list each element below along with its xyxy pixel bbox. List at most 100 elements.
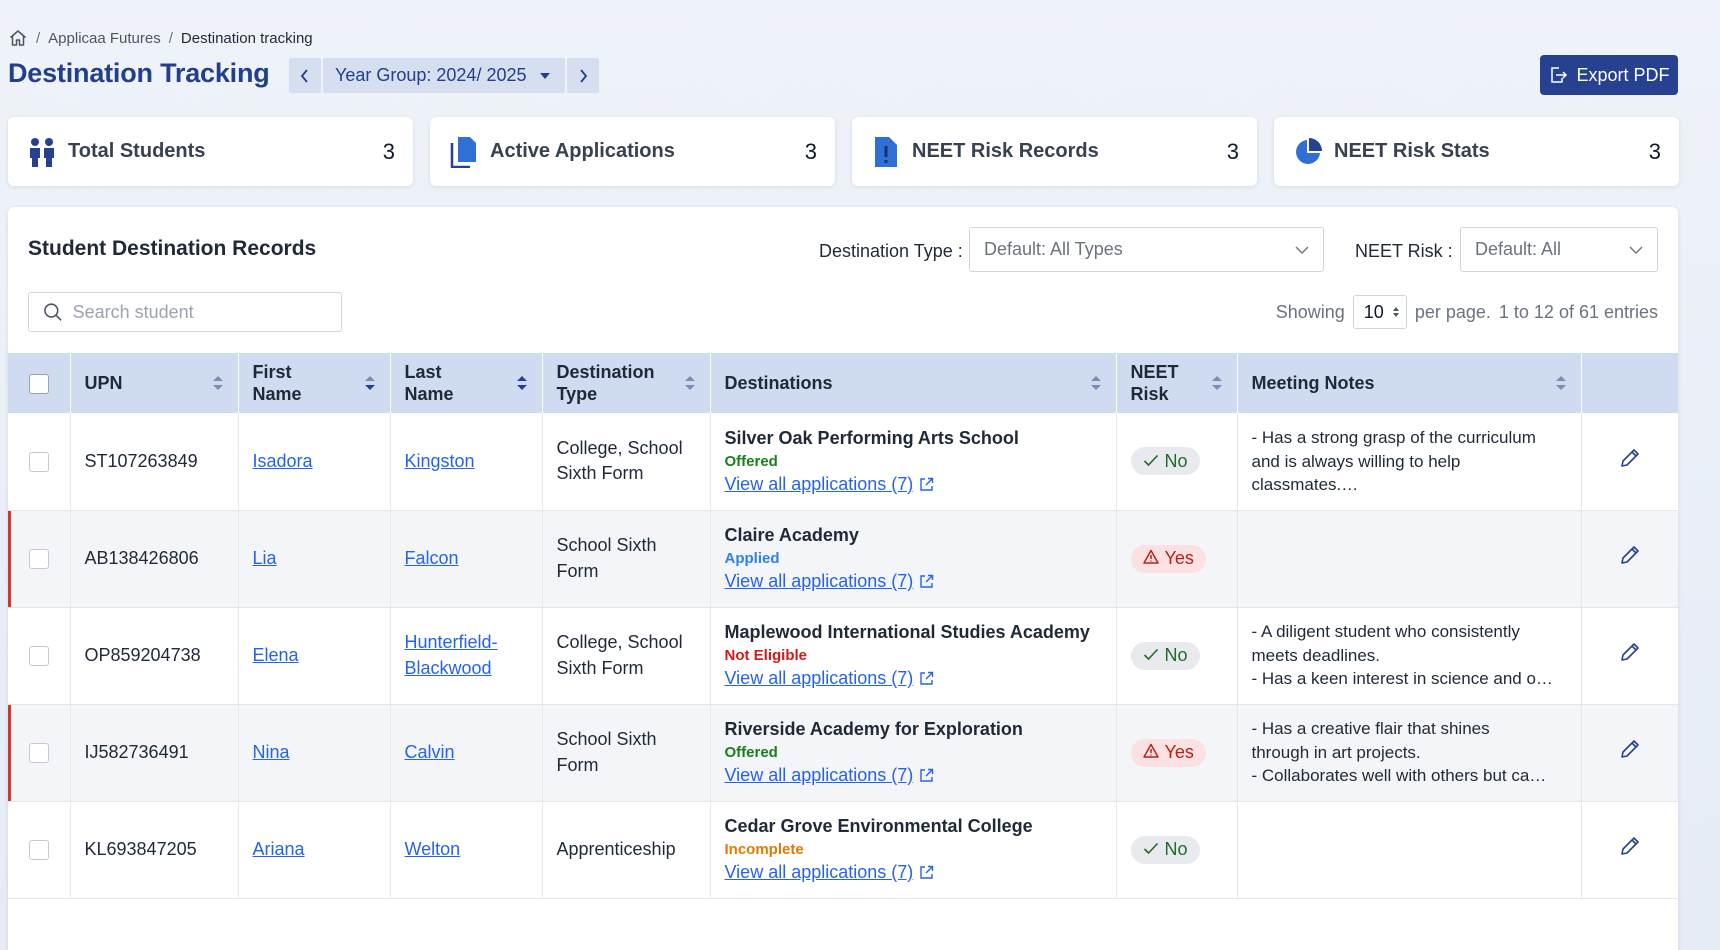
neet-risk-value: Yes — [1164, 741, 1194, 762]
stat-card-active-applications: Active Applications 3 — [430, 117, 835, 186]
destinations-cell: Claire Academy Applied View all applicat… — [710, 510, 1117, 608]
neet-risk-cell: No — [1116, 801, 1238, 899]
row-checkbox[interactable] — [28, 840, 49, 861]
meeting-notes-cell — [1237, 510, 1582, 608]
neet-risk-badge: No — [1130, 641, 1200, 670]
stat-value: 3 — [1226, 138, 1239, 164]
column-header-first-name[interactable]: First Name — [238, 353, 391, 413]
column-header-meeting-notes[interactable]: Meeting Notes — [1237, 353, 1582, 413]
pie-chart-icon — [1292, 136, 1324, 168]
view-all-applications-link[interactable]: View all applications (7) — [725, 472, 935, 497]
first-name-cell: Lia — [238, 510, 391, 608]
external-link-icon — [920, 865, 934, 879]
last-name-link[interactable]: Falcon — [404, 547, 459, 568]
search-icon — [44, 303, 62, 321]
last-name-link[interactable]: Hunterfield-Blackwood — [404, 632, 498, 678]
home-icon[interactable] — [8, 28, 28, 48]
year-group-label: Year Group: 2024/ 2025 — [335, 65, 527, 85]
edit-pencil-icon[interactable] — [1619, 738, 1641, 760]
first-name-cell: Nina — [238, 704, 391, 802]
meeting-note-line: classmates.… — [1251, 474, 1359, 494]
export-pdf-button[interactable]: Export PDF — [1540, 55, 1678, 95]
first-name-link[interactable]: Elena — [252, 644, 299, 665]
view-all-applications-label: View all applications (7) — [724, 668, 914, 688]
column-header-destination-type[interactable]: Destination Type — [542, 353, 711, 413]
upn-cell: KL693847205 — [70, 801, 239, 899]
neet-risk-filter-label: NEET Risk : — [1355, 241, 1453, 261]
application-status: Offered — [724, 744, 778, 761]
destination-type-cell: School Sixth Form — [542, 704, 711, 802]
row-select-cell — [8, 510, 71, 608]
edit-pencil-icon[interactable] — [1619, 835, 1641, 857]
application-status: Not Eligible — [724, 647, 808, 664]
column-header-neet-risk[interactable]: NEET Risk — [1116, 353, 1238, 413]
stat-card-neet-risk-stats: NEET Risk Stats 3 — [1274, 117, 1679, 186]
column-header-upn[interactable]: UPN — [70, 353, 239, 413]
stat-value: 3 — [1648, 138, 1661, 164]
last-name-cell: Falcon — [390, 510, 543, 608]
view-all-applications-link[interactable]: View all applications (7) — [725, 860, 935, 885]
row-checkbox[interactable] — [28, 743, 49, 764]
destinations-cell: Cedar Grove Environmental College Incomp… — [710, 801, 1117, 899]
neet-risk-filter[interactable]: Default: All — [1460, 227, 1658, 272]
breadcrumb-link-applicaa-futures[interactable]: Applicaa Futures — [48, 29, 161, 47]
row-checkbox[interactable] — [28, 451, 49, 472]
application-status: Applied — [724, 550, 780, 567]
last-name-link[interactable]: Calvin — [404, 741, 455, 762]
first-name-link[interactable]: Isadora — [252, 450, 313, 471]
neet-risk-value: No — [1164, 450, 1188, 471]
column-header-last-name[interactable]: Last Name — [390, 353, 543, 413]
row-checkbox[interactable] — [28, 549, 49, 570]
first-name-link[interactable]: Lia — [252, 547, 277, 568]
last-name-link[interactable]: Welton — [404, 838, 461, 859]
sort-icon — [1090, 376, 1101, 390]
application-status: Offered — [724, 452, 778, 470]
chevron-down-icon — [1295, 246, 1309, 254]
view-all-applications-label: View all applications (7) — [724, 473, 914, 494]
meeting-notes: - A diligent student who consistently mee… — [1252, 620, 1567, 690]
destination-name: Claire Academy — [724, 524, 859, 545]
upn-cell: OP859204738 — [70, 607, 239, 705]
destinations-cell: Silver Oak Performing Arts School Offere… — [710, 413, 1117, 511]
last-name-cell: Calvin — [390, 704, 543, 802]
row-checkbox[interactable] — [28, 646, 49, 667]
column-label: Last Name — [404, 361, 454, 405]
edit-pencil-icon[interactable] — [1619, 544, 1641, 566]
neet-risk-value: No — [1164, 838, 1188, 859]
meeting-notes: - Has a strong grasp of the curriculum an… — [1252, 426, 1567, 496]
chevron-left-icon — [300, 68, 308, 83]
year-group-selector: Year Group: 2024/ 2025 — [289, 58, 599, 93]
first-name-link[interactable]: Nina — [252, 741, 290, 762]
stat-value: 3 — [804, 138, 817, 164]
external-link-icon — [920, 671, 934, 685]
column-header-destinations[interactable]: Destinations — [710, 353, 1117, 413]
edit-pencil-icon[interactable] — [1619, 447, 1641, 469]
year-group-dropdown[interactable]: Year Group: 2024/ 2025 — [323, 58, 565, 93]
last-name-link[interactable]: Kingston — [404, 450, 475, 471]
destination-type-filter[interactable]: Default: All Types — [969, 227, 1324, 272]
search-input[interactable] — [72, 301, 327, 323]
destination-name: Riverside Academy for Exploration — [724, 718, 1023, 739]
first-name-cell: Elena — [238, 607, 391, 705]
edit-pencil-icon[interactable] — [1619, 641, 1641, 663]
stat-value: 3 — [382, 138, 395, 164]
next-year-button[interactable] — [566, 58, 599, 93]
first-name-link[interactable]: Ariana — [252, 838, 305, 859]
export-icon — [1551, 67, 1568, 83]
external-link-icon — [920, 768, 934, 782]
row-select-cell — [8, 704, 71, 802]
per-page-select[interactable]: 10 — [1352, 295, 1407, 329]
neet-risk-badge: No — [1130, 447, 1200, 476]
neet-risk-cell: Yes — [1116, 704, 1238, 802]
view-all-applications-link[interactable]: View all applications (7) — [725, 666, 935, 691]
edit-cell — [1581, 801, 1678, 899]
prev-year-button[interactable] — [289, 58, 321, 93]
warning-icon — [1142, 740, 1159, 765]
view-all-applications-link[interactable]: View all applications (7) — [725, 763, 935, 788]
table-row: KL693847205 Ariana Welton Apprenticeship… — [8, 801, 1678, 899]
meeting-note-line: - Has a keen interest in science and o… — [1251, 669, 1553, 689]
select-all-checkbox[interactable] — [28, 374, 49, 394]
view-all-applications-link[interactable]: View all applications (7) — [725, 569, 935, 594]
destination-type-filter-value: Default: All Types — [984, 239, 1123, 259]
people-icon — [26, 136, 58, 168]
